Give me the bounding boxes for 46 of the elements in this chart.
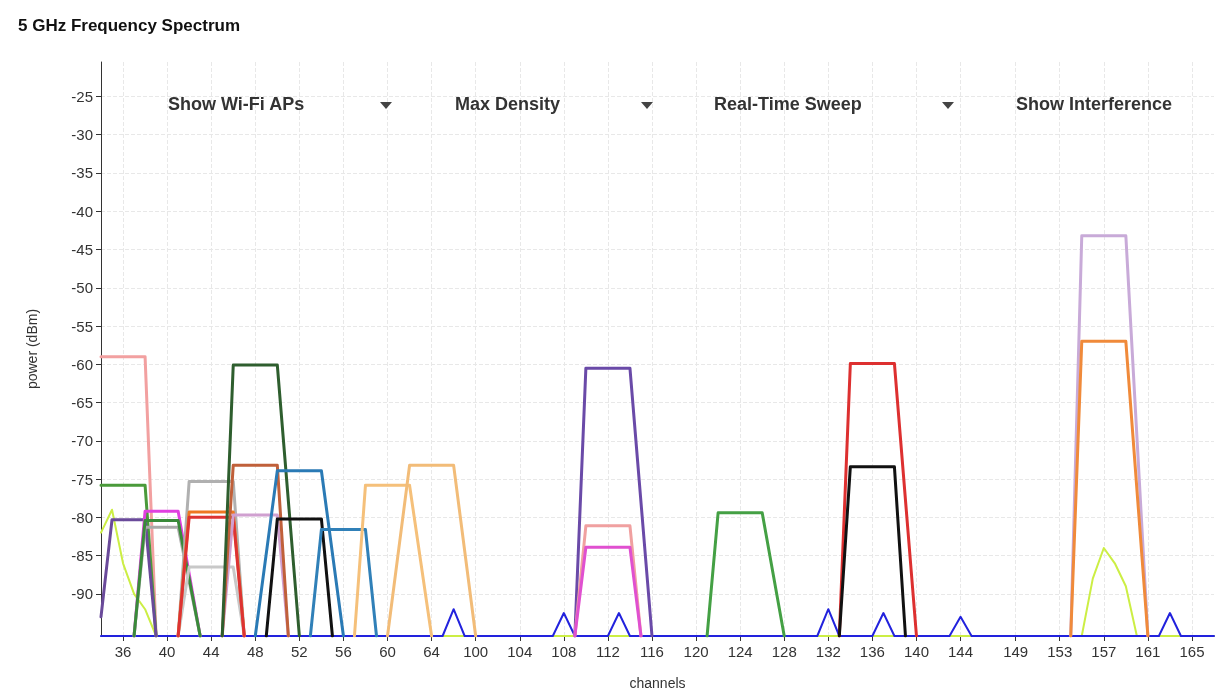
x-tick-label: 60 [379,643,396,660]
x-tick-label: 44 [202,643,220,660]
x-tick-label: 108 [551,643,577,660]
x-tick-label: 153 [1047,643,1073,660]
x-tick-label: 112 [595,643,620,660]
y-tick-label: -75 [71,470,93,488]
y-tick-label: -50 [71,279,93,297]
annotation: Max Density [455,94,561,115]
x-tick-label: 165 [1179,643,1205,660]
y-tick-label: -25 [71,87,93,105]
y-tick-label: -40 [71,202,93,220]
y-tick-label: -60 [71,355,93,373]
x-tick-label: 157 [1091,643,1117,660]
annotation: Show Wi-Fi APs [168,94,305,115]
y-tick-label: -80 [71,508,93,526]
x-tick-label: 40 [158,643,176,660]
chart-title: 5 GHz Frequency Spectrum [18,16,241,36]
x-tick-label: 144 [948,643,974,660]
x-tick-label: 104 [507,643,533,660]
x-tick-label: 52 [291,643,308,660]
x-tick-label: 56 [335,643,352,660]
y-tick-label: -30 [71,126,93,144]
x-tick-label: 120 [683,643,709,660]
x-tick-label: 36 [114,643,132,660]
x-axis-title: channels [629,675,686,691]
x-tick-label: 100 [463,643,489,660]
x-tick-label: 64 [423,643,440,660]
x-tick-label: 161 [1135,643,1161,660]
x-tick-label: 116 [640,643,664,660]
y-axis-title: power (dBm) [24,308,40,390]
annotation: Real-Time Sweep [714,94,862,115]
y-tick-label: -45 [71,241,93,259]
x-tick-label: 48 [246,643,264,660]
x-tick-label: 128 [771,643,797,660]
y-tick-label: -65 [71,394,93,412]
y-tick-label: -85 [71,547,93,565]
x-tick-label: 132 [815,643,841,660]
annotation: Show Interference [1016,94,1173,115]
y-tick-label: -35 [71,164,93,182]
y-tick-label: -55 [71,317,93,335]
x-tick-label: 149 [1003,643,1029,660]
y-tick-label: -70 [71,432,93,450]
x-tick-label: 140 [903,643,929,660]
x-tick-label: 124 [727,643,753,660]
x-tick-label: 136 [859,643,885,660]
y-tick-label: -90 [71,585,93,603]
